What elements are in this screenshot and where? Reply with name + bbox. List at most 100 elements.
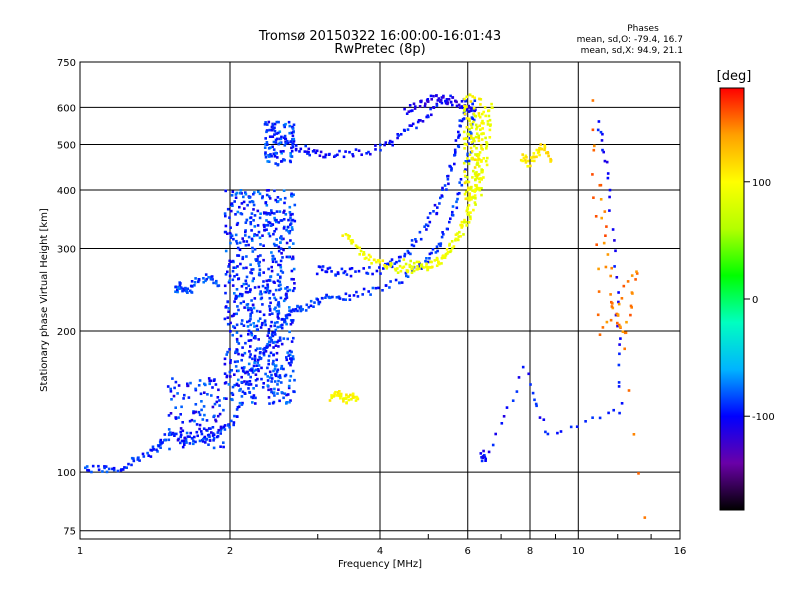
- data-point: [472, 169, 475, 173]
- data-point: [281, 271, 285, 274]
- data-point: [522, 156, 526, 160]
- y-tick-label: 100: [57, 468, 76, 479]
- data-point: [321, 265, 325, 268]
- data-point: [465, 143, 469, 146]
- data-point: [469, 146, 473, 150]
- data-point: [224, 189, 227, 193]
- data-point: [323, 155, 327, 159]
- data-point: [198, 423, 202, 427]
- data-point: [271, 135, 275, 138]
- data-point: [305, 303, 309, 307]
- data-point: [209, 379, 213, 383]
- data-point: [268, 313, 272, 316]
- data-point: [247, 308, 250, 312]
- data-point: [203, 435, 207, 439]
- data-point: [290, 269, 294, 273]
- data-point: [597, 290, 601, 293]
- data-point: [227, 383, 231, 386]
- data-point: [169, 431, 172, 434]
- data-point: [267, 189, 270, 192]
- data-point: [186, 384, 190, 388]
- data-point: [288, 349, 292, 353]
- data-point: [375, 269, 379, 273]
- data-point: [261, 234, 264, 237]
- data-point: [603, 210, 607, 213]
- data-point: [224, 291, 227, 295]
- data-point: [229, 359, 232, 362]
- data-point: [282, 123, 286, 127]
- data-point: [252, 306, 256, 310]
- data-point: [247, 362, 251, 366]
- data-point: [529, 383, 532, 386]
- data-point: [298, 150, 301, 153]
- data-point: [288, 124, 292, 128]
- data-point: [267, 340, 271, 343]
- data-point: [265, 279, 268, 283]
- data-point: [609, 274, 612, 278]
- data-point: [251, 268, 255, 271]
- data-point: [285, 393, 288, 397]
- data-point: [350, 398, 353, 401]
- data-point: [253, 225, 257, 228]
- data-point: [620, 402, 624, 405]
- data-point: [617, 381, 621, 384]
- data-point: [594, 215, 598, 218]
- data-point: [177, 416, 180, 419]
- data-point: [173, 432, 177, 436]
- data-point: [204, 273, 208, 276]
- data-point: [232, 237, 235, 241]
- data-point: [477, 153, 481, 157]
- data-point: [292, 357, 295, 361]
- data-point: [474, 197, 477, 200]
- data-point: [472, 120, 475, 124]
- data-point: [390, 265, 394, 269]
- data-point: [267, 120, 271, 124]
- data-point: [90, 470, 93, 474]
- data-point: [235, 383, 239, 387]
- data-point: [241, 237, 244, 240]
- data-point: [457, 145, 461, 149]
- data-point: [264, 286, 267, 290]
- data-point: [255, 364, 259, 367]
- data-point: [305, 150, 309, 154]
- data-point: [474, 123, 478, 127]
- data-point: [158, 440, 162, 444]
- data-point: [399, 255, 402, 259]
- data-point: [637, 472, 640, 475]
- data-point: [502, 415, 506, 418]
- x-tick-label: 1: [77, 546, 83, 557]
- data-point: [232, 266, 235, 269]
- data-point: [325, 293, 328, 297]
- data-point: [242, 282, 246, 286]
- data-point: [277, 245, 281, 249]
- data-point: [379, 143, 382, 147]
- data-point: [293, 309, 296, 313]
- data-point: [291, 218, 295, 222]
- data-point: [250, 395, 253, 399]
- data-point: [282, 227, 286, 230]
- data-point: [471, 95, 474, 98]
- data-point: [342, 271, 345, 275]
- data-point: [200, 408, 203, 412]
- data-point: [291, 228, 294, 231]
- data-point: [279, 376, 282, 379]
- data-point: [543, 146, 547, 150]
- data-point: [261, 386, 265, 389]
- data-point: [315, 272, 319, 276]
- data-point: [408, 124, 412, 127]
- data-point: [286, 139, 289, 143]
- data-point: [449, 217, 452, 220]
- data-point: [347, 237, 350, 240]
- data-point: [112, 466, 116, 470]
- data-point: [348, 294, 351, 297]
- data-point: [575, 425, 579, 428]
- data-point: [260, 296, 264, 300]
- data-point: [242, 300, 245, 303]
- data-point: [279, 339, 282, 342]
- data-point: [262, 223, 266, 227]
- data-point: [431, 265, 434, 269]
- data-point: [374, 148, 377, 151]
- data-point: [291, 321, 294, 324]
- data-point: [223, 284, 227, 288]
- data-point: [275, 120, 279, 124]
